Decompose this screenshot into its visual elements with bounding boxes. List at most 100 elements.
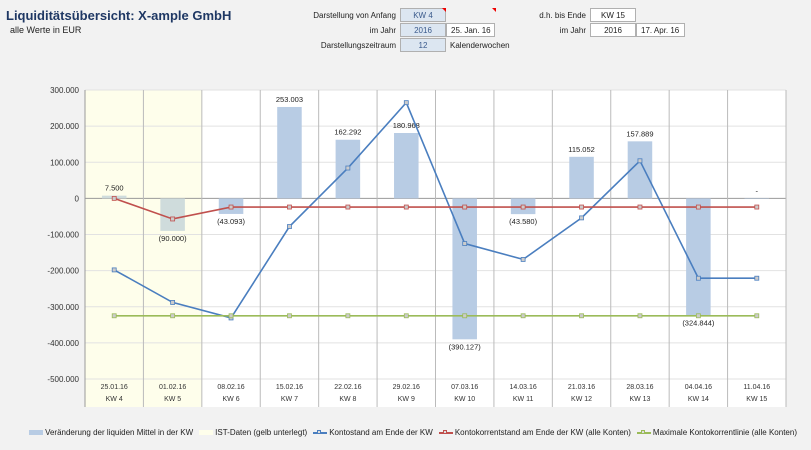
x-week-label: KW 9 <box>398 396 415 403</box>
series-marker <box>637 158 643 164</box>
bar-data-label: - <box>756 186 759 195</box>
legend-item-ist: IST-Daten (gelb unterlegt) <box>199 428 307 437</box>
series-marker <box>170 300 176 305</box>
y-tick-label: 100.000 <box>50 158 79 167</box>
series-marker <box>345 165 351 171</box>
legend-label: IST-Daten (gelb unterlegt) <box>215 428 308 437</box>
bar-data-label: 7.500 <box>105 184 124 193</box>
series-line <box>113 197 757 220</box>
period-unit: Kalenderwochen <box>450 41 510 50</box>
series-marker <box>695 204 701 210</box>
series-marker <box>228 204 234 210</box>
bar <box>569 156 594 199</box>
series-marker <box>637 204 643 210</box>
bar-swatch-icon <box>29 430 44 435</box>
legend-label: Kontokorrentstand am Ende der KW (alle K… <box>454 428 631 437</box>
legend-item-bar: Veränderung der liquiden Mittel in der K… <box>29 428 193 437</box>
x-date-label: 22.02.16 <box>334 384 361 391</box>
bar-data-label: 180.968 <box>393 121 420 130</box>
bar-data-label: 157.889 <box>626 129 653 138</box>
series-marker <box>111 267 117 273</box>
series-marker <box>520 204 526 210</box>
bar-data-label: (90.000) <box>159 234 187 243</box>
legend-label: Maximale Kontokorrentlinie (alle Konten) <box>652 428 797 437</box>
x-date-label: 25.01.16 <box>101 384 128 391</box>
end-kw: KW 15 <box>590 8 636 22</box>
series-marker <box>403 100 409 106</box>
line-marker-icon <box>438 429 453 434</box>
bar-data-label: (43.093) <box>217 217 245 226</box>
bar-data-label: 253.003 <box>276 95 303 104</box>
y-tick-label: -400.000 <box>47 339 79 348</box>
x-week-label: KW 8 <box>339 396 356 403</box>
bar-data-label: 162.292 <box>334 128 361 137</box>
x-date-label: 14.03.16 <box>510 384 537 391</box>
area-swatch-icon <box>199 430 214 435</box>
comment-marker-icon <box>442 8 446 12</box>
bar <box>686 198 711 316</box>
series-marker <box>228 313 234 319</box>
x-date-label: 11.04.16 <box>743 384 770 391</box>
series-marker <box>520 257 526 262</box>
series-marker <box>403 313 409 319</box>
y-tick-label: -200.000 <box>47 267 79 276</box>
x-date-label: 21.03.16 <box>568 384 595 391</box>
series-marker <box>462 313 468 319</box>
start-year-input[interactable]: 2016 <box>400 23 446 37</box>
legend-item-kk: Kontokorrentstand am Ende der KW (alle K… <box>438 428 631 437</box>
series-marker <box>754 313 760 319</box>
period-input[interactable]: 12 <box>400 38 446 52</box>
series-marker <box>345 313 351 319</box>
series-marker <box>695 275 701 281</box>
x-week-label: KW 5 <box>164 396 181 403</box>
liquidity-chart: 300.000 200.000 100.000 0 -100.000 -200.000 -3… <box>47 86 787 407</box>
end-year: 2016 <box>590 23 636 37</box>
page-title: Liquiditätsübersicht: X-ample GmbH <box>6 8 232 23</box>
series-marker <box>579 215 584 221</box>
period-label: Darstellungszeitraum <box>320 41 396 50</box>
series-marker <box>345 204 351 210</box>
series-marker <box>170 216 176 222</box>
chart-legend: Veränderung der liquiden Mittel in der K… <box>0 428 811 437</box>
x-week-label: KW 14 <box>688 396 709 403</box>
x-date-label: 04.04.16 <box>685 384 712 391</box>
x-week-label: KW 4 <box>106 396 123 403</box>
bar <box>160 198 185 231</box>
x-week-label: KW 12 <box>571 396 592 403</box>
end-date: 17. Apr. 16 <box>636 23 685 37</box>
series-marker <box>754 204 760 210</box>
y-tick-label: 200.000 <box>50 122 79 131</box>
bar <box>394 133 419 199</box>
bar-data-label: 115.052 <box>568 145 595 154</box>
series-marker <box>287 313 292 319</box>
end-year-label: im Jahr <box>559 26 586 35</box>
x-date-label: 15.02.16 <box>276 384 303 391</box>
x-date-label: 29.02.16 <box>393 384 420 391</box>
y-tick-label: 300.000 <box>50 86 79 95</box>
x-date-label: 07.03.16 <box>451 384 478 391</box>
x-week-label: KW 6 <box>222 396 239 403</box>
series-marker <box>462 204 468 210</box>
bar-data-label: (390.127) <box>449 342 482 351</box>
series-marker <box>111 313 117 319</box>
series-marker <box>462 241 468 246</box>
start-kw-input[interactable]: KW 4 <box>400 8 446 22</box>
bar <box>277 106 302 199</box>
x-week-label: KW 13 <box>629 396 650 403</box>
x-week-label: KW 11 <box>513 396 534 403</box>
series-marker <box>754 275 760 281</box>
start-year-label: im Jahr <box>369 26 396 35</box>
series-marker <box>579 313 584 319</box>
series-marker <box>287 224 292 229</box>
legend-item-konto: Kontostand am Ende der KW <box>313 428 433 437</box>
bar-data-label: (324.844) <box>682 319 715 328</box>
y-tick-label: 0 <box>75 194 80 203</box>
y-tick-label: -300.000 <box>47 303 79 312</box>
x-date-label: 08.02.16 <box>217 384 244 391</box>
series-marker <box>520 313 526 319</box>
line-marker-icon <box>636 429 651 434</box>
legend-item-max-kk: Maximale Kontokorrentlinie (alle Konten) <box>636 428 797 437</box>
series-marker <box>170 313 176 319</box>
x-week-label: KW 15 <box>746 396 767 403</box>
legend-label: Kontostand am Ende der KW <box>329 428 433 437</box>
